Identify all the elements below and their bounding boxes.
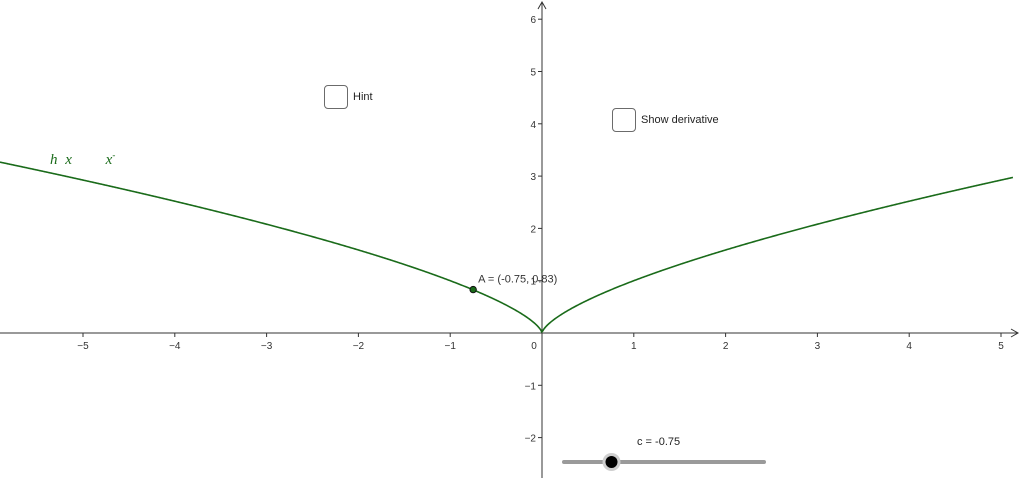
- y-tick-label: 3: [530, 172, 536, 183]
- axis-ticks: −5 −4 −3 −2 −1 0 1 2 3 4 5 6 5 4 3 2 1 −1 −2: [77, 15, 1004, 444]
- x-axis-arrow: [1010, 328, 1020, 338]
- y-tick-label: 6: [530, 15, 536, 26]
- hint-label[interactable]: Hint: [353, 91, 373, 103]
- y-tick-label: −2: [525, 434, 537, 445]
- show-derivative-label[interactable]: Show derivative: [641, 114, 719, 126]
- x-tick-label: −2: [353, 341, 365, 352]
- function-var: x: [65, 152, 72, 168]
- y-tick-label: −1: [525, 381, 537, 392]
- y-tick-label: 2: [530, 224, 536, 235]
- x-tick-label: 2: [723, 341, 729, 352]
- hint-checkbox-control[interactable]: Hint: [324, 85, 373, 109]
- x-tick-label: 1: [631, 341, 637, 352]
- x-tick-label: −3: [261, 341, 273, 352]
- x-tick-label: −4: [169, 341, 181, 352]
- y-axis-arrow: [537, 0, 547, 10]
- y-tick-label: 1: [530, 277, 536, 288]
- y-tick-label: 4: [530, 120, 536, 131]
- x-tick-label: 0: [531, 341, 537, 352]
- x-tick-label: 3: [815, 341, 821, 352]
- hint-checkbox[interactable]: [324, 85, 348, 109]
- function-label: h x x-: [50, 150, 116, 168]
- slider-caption: c = -0.75: [637, 436, 681, 448]
- function-name: h: [50, 152, 58, 168]
- x-tick-label: 4: [906, 341, 912, 352]
- slider-knob[interactable]: [605, 456, 618, 468]
- point-a[interactable]: [469, 285, 477, 294]
- y-tick-label: 5: [530, 68, 536, 79]
- slider-c[interactable]: [562, 453, 766, 471]
- x-tick-label: −5: [77, 341, 89, 352]
- x-tick-label: 5: [998, 341, 1004, 352]
- function-rhs: x: [105, 152, 113, 168]
- show-derivative-checkbox[interactable]: [612, 108, 636, 132]
- show-derivative-checkbox-control[interactable]: Show derivative: [612, 108, 719, 132]
- function-curve[interactable]: [0, 161, 1014, 334]
- x-tick-label: −1: [444, 341, 456, 352]
- point-a-label: A = (-0.75, 0.83): [478, 274, 557, 286]
